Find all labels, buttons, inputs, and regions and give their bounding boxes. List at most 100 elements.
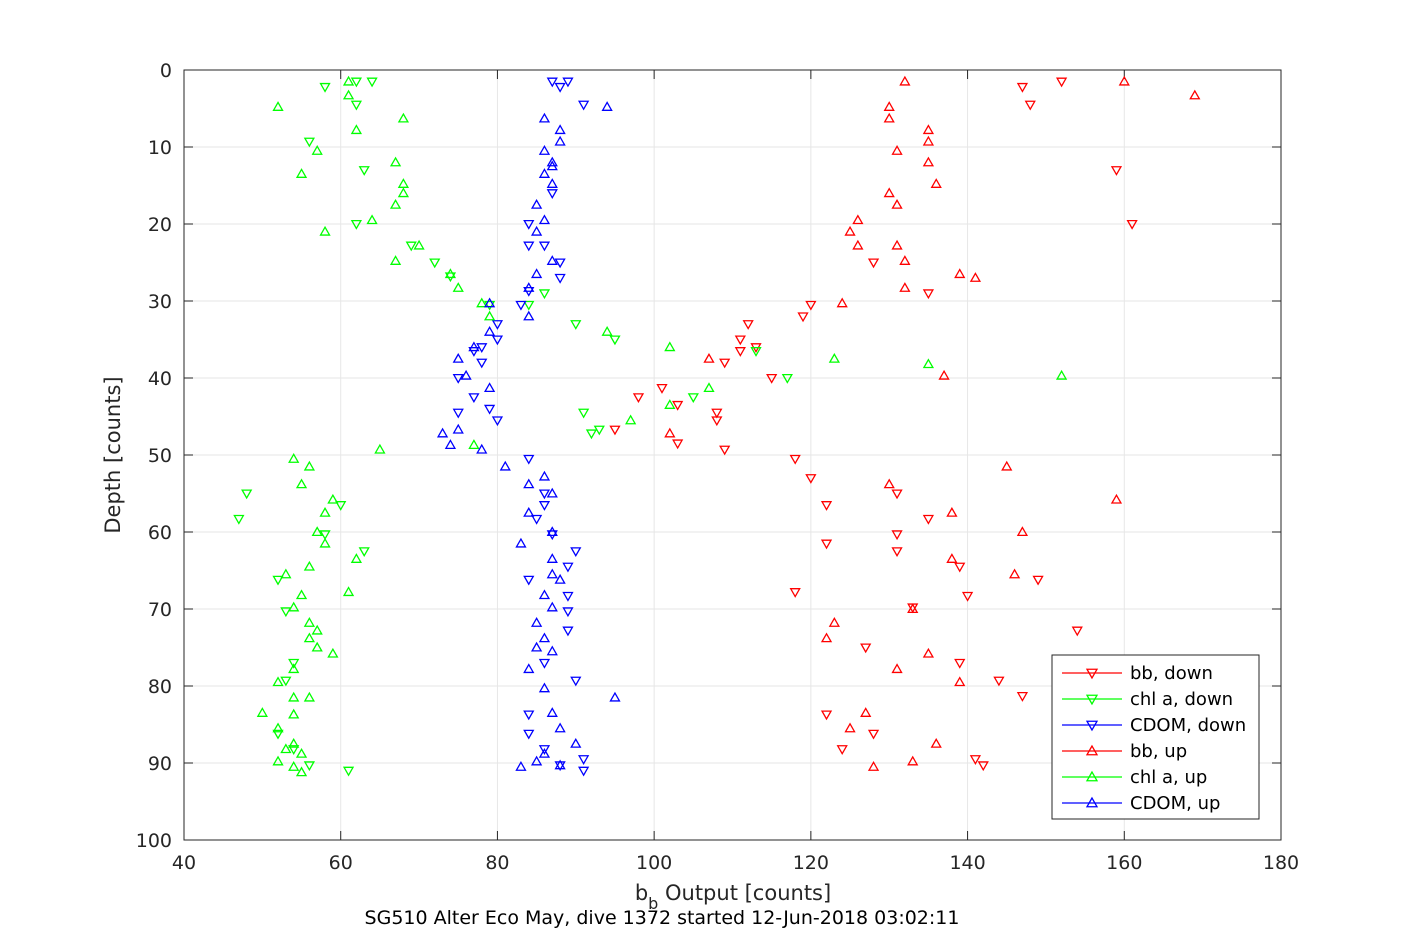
data-point	[538, 745, 551, 755]
legend-marker	[1085, 770, 1099, 782]
data-point	[288, 708, 300, 719]
legend-label: chl a, down	[1130, 689, 1233, 710]
data-point	[554, 573, 566, 584]
data-point	[930, 737, 942, 748]
data-point	[303, 460, 315, 471]
data-point	[593, 425, 605, 436]
y-tick-label: 70	[148, 599, 172, 621]
data-point	[311, 641, 323, 652]
data-point	[319, 82, 331, 93]
data-point	[750, 347, 762, 357]
data-point	[844, 225, 856, 236]
data-point	[954, 658, 966, 669]
data-point	[891, 489, 903, 500]
data-point	[523, 219, 535, 230]
y-tick-label: 50	[148, 445, 172, 467]
data-point	[523, 282, 535, 292]
data-point	[303, 617, 315, 627]
data-point	[389, 198, 402, 209]
data-point	[820, 539, 833, 550]
data-point	[319, 225, 331, 236]
data-point	[820, 501, 833, 511]
data-point	[483, 300, 496, 311]
data-point	[578, 755, 590, 765]
data-point	[288, 745, 300, 755]
data-point	[789, 588, 801, 598]
data-point	[288, 658, 300, 669]
data-point	[766, 373, 778, 384]
data-point	[554, 82, 566, 93]
data-point	[303, 761, 315, 772]
data-point	[530, 755, 543, 766]
data-point	[452, 408, 464, 419]
data-point	[523, 575, 535, 586]
data-point	[664, 427, 676, 438]
data-point	[350, 219, 363, 230]
data-point	[546, 645, 558, 656]
data-point	[319, 506, 331, 517]
data-point	[311, 526, 323, 537]
data-point	[272, 575, 284, 586]
data-point	[538, 289, 551, 300]
data-point	[546, 601, 558, 612]
data-point	[295, 747, 308, 758]
data-point	[969, 755, 982, 765]
x-axis-label: bb Output [counts]	[635, 881, 831, 913]
y-tick-label: 90	[148, 753, 172, 775]
data-point	[907, 755, 919, 766]
data-point	[429, 258, 441, 269]
data-point	[523, 478, 535, 489]
data-point	[319, 537, 331, 548]
data-point	[350, 124, 363, 135]
x-tick-label: 180	[1263, 852, 1299, 874]
data-point	[538, 112, 551, 123]
data-point	[342, 586, 355, 597]
data-point	[860, 643, 872, 654]
data-point	[468, 341, 480, 352]
legend-box	[1051, 654, 1260, 820]
data-point	[483, 325, 496, 336]
data-point	[867, 729, 880, 740]
data-point	[891, 663, 903, 674]
x-tick-label: 80	[485, 852, 509, 874]
data-point	[342, 89, 355, 100]
data-point	[852, 239, 864, 250]
chart-title: SG510 Alter Eco May, dive 1372 started 1…	[365, 907, 960, 929]
data-point	[546, 707, 558, 717]
data-point	[703, 382, 715, 393]
data-point	[1126, 219, 1138, 230]
data-point	[530, 268, 543, 279]
data-point	[672, 439, 684, 450]
data-point	[397, 112, 410, 123]
data-point	[922, 289, 935, 300]
data-point	[530, 514, 543, 525]
data-point	[523, 663, 535, 674]
data-point	[570, 547, 582, 558]
data-point	[444, 268, 457, 279]
data-point	[538, 632, 551, 643]
data-point	[734, 335, 746, 346]
data-point	[530, 617, 543, 627]
data-point	[1118, 75, 1130, 86]
data-point	[476, 443, 488, 454]
data-point	[656, 383, 668, 394]
data-point	[530, 225, 543, 236]
data-point	[523, 300, 535, 311]
data-point	[272, 676, 284, 687]
x-tick-label: 120	[793, 852, 829, 874]
data-point	[742, 320, 754, 330]
data-point	[350, 553, 363, 563]
data-point	[546, 156, 558, 167]
y-tick-label: 80	[148, 676, 172, 698]
data-point	[570, 737, 582, 748]
data-point	[562, 591, 574, 602]
data-point	[311, 145, 323, 155]
data-point	[820, 710, 833, 721]
data-point	[1110, 493, 1123, 504]
data-point	[938, 369, 950, 380]
data-point	[342, 766, 355, 777]
data-point	[483, 382, 496, 393]
data-point	[523, 310, 535, 321]
data-point	[632, 393, 645, 404]
data-point	[609, 691, 621, 702]
